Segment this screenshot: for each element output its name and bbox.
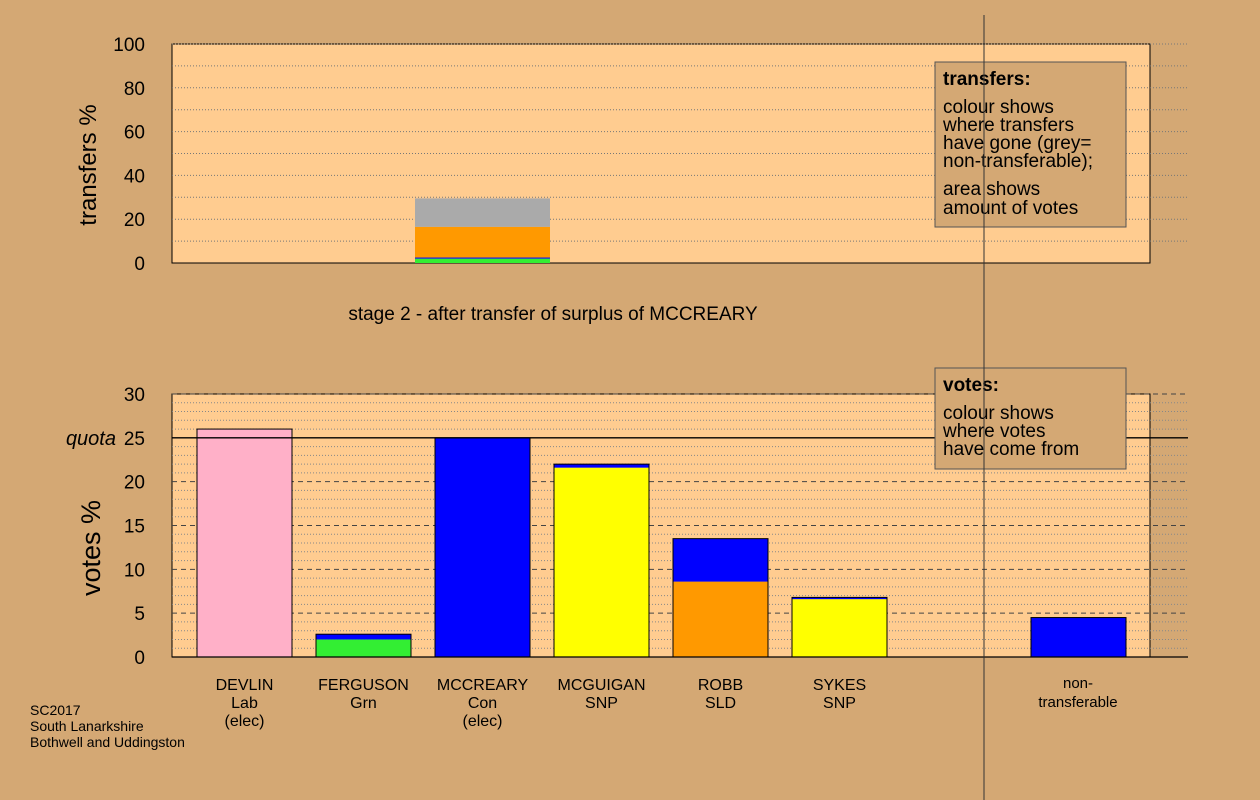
- votes-tick-label: 20: [124, 473, 145, 494]
- vote-bar-segment-ferguson: [316, 639, 411, 657]
- votes-tick-label: 0: [134, 648, 145, 669]
- votes-legend-line: where votes: [942, 421, 1045, 442]
- footer-ward: Bothwell and Uddingston: [30, 734, 185, 750]
- votes-axis-label: votes %: [76, 500, 106, 596]
- vote-bar-segment-mccreary: [435, 437, 530, 657]
- candidate-name-label: MCGUIGAN: [558, 677, 646, 694]
- votes-tick-label: 30: [124, 385, 145, 406]
- transfer-segment-grn: [415, 258, 550, 263]
- candidate-party-label: Con: [468, 695, 497, 712]
- vote-bar-segment-sykes: [792, 597, 887, 600]
- candidate-party-label: SNP: [823, 695, 856, 712]
- transfers-legend-line: where transfers: [942, 115, 1074, 136]
- transfers-legend-line: amount of votes: [943, 198, 1078, 219]
- candidate-name-label: ROBB: [698, 677, 743, 694]
- candidate-elected-label: (elec): [462, 713, 502, 730]
- vote-bar-segment-ferguson: [316, 634, 411, 640]
- footer-election: SC2017: [30, 702, 81, 718]
- transfers-legend-line: colour shows: [943, 97, 1054, 118]
- votes-tick-label: 10: [124, 560, 145, 581]
- transfers-tick-label: 0: [134, 254, 145, 275]
- candidate-party-label: Grn: [350, 695, 377, 712]
- votes-legend-line: colour shows: [943, 403, 1054, 424]
- vote-bar-segment-robb: [673, 581, 768, 657]
- candidate-name-label: SYKES: [813, 677, 866, 694]
- candidate-party-label: SNP: [585, 695, 618, 712]
- votes-tick-label: 15: [124, 517, 145, 538]
- transfers-axis-label: transfers %: [75, 104, 102, 225]
- transfers-legend-line: area shows: [943, 179, 1040, 200]
- transfers-tick-label: 60: [124, 123, 145, 144]
- transfers-title: stage 2 - after transfer of surplus of M…: [348, 304, 758, 325]
- vote-bar-segment-mcguigan: [554, 467, 649, 657]
- transfer-segment-con: [415, 257, 550, 259]
- nontransferable-label: transferable: [1038, 694, 1117, 711]
- transfers-tick-label: 100: [113, 35, 145, 56]
- footer-council: South Lanarkshire: [30, 718, 144, 734]
- vote-bar-segment-sykes: [792, 599, 887, 657]
- votes-tick-label: 5: [134, 604, 145, 625]
- nontransferable-label: non-: [1063, 675, 1093, 692]
- vote-bar-segment-robb: [673, 538, 768, 582]
- nontransferable-bar: [1030, 617, 1127, 658]
- candidate-elected-label: (elec): [224, 713, 264, 730]
- candidate-name-label: DEVLIN: [216, 677, 274, 694]
- transfers-legend-line: have gone (grey=: [943, 133, 1091, 154]
- votes-legend-box: [934, 367, 1127, 470]
- transfer-segment-sld: [415, 226, 550, 258]
- footer: SC2017 South Lanarkshire Bothwell and Ud…: [30, 702, 185, 750]
- vote-bar-segment-devlin: [197, 429, 292, 657]
- transfers-legend-line: non-transferable);: [943, 151, 1093, 172]
- transfers-tick-label: 40: [124, 166, 145, 187]
- votes-legend-line: have come from: [943, 439, 1079, 460]
- candidate-party-label: Lab: [231, 695, 258, 712]
- transfers-legend-box: [934, 61, 1127, 228]
- vote-bar-segment-mcguigan: [554, 464, 649, 468]
- votes-tick-label: 25: [124, 429, 145, 450]
- transfer-segment-non-transferable: [415, 198, 550, 227]
- transfers-legend-title: transfers:: [943, 69, 1031, 90]
- transfers-tick-label: 80: [124, 79, 145, 100]
- votes-legend-title: votes:: [943, 375, 999, 396]
- candidate-party-label: SLD: [705, 695, 736, 712]
- candidate-name-label: MCCREARY: [437, 677, 529, 694]
- candidate-name-label: FERGUSON: [318, 677, 409, 694]
- transfers-tick-label: 20: [124, 210, 145, 231]
- quota-label: quota: [66, 428, 116, 450]
